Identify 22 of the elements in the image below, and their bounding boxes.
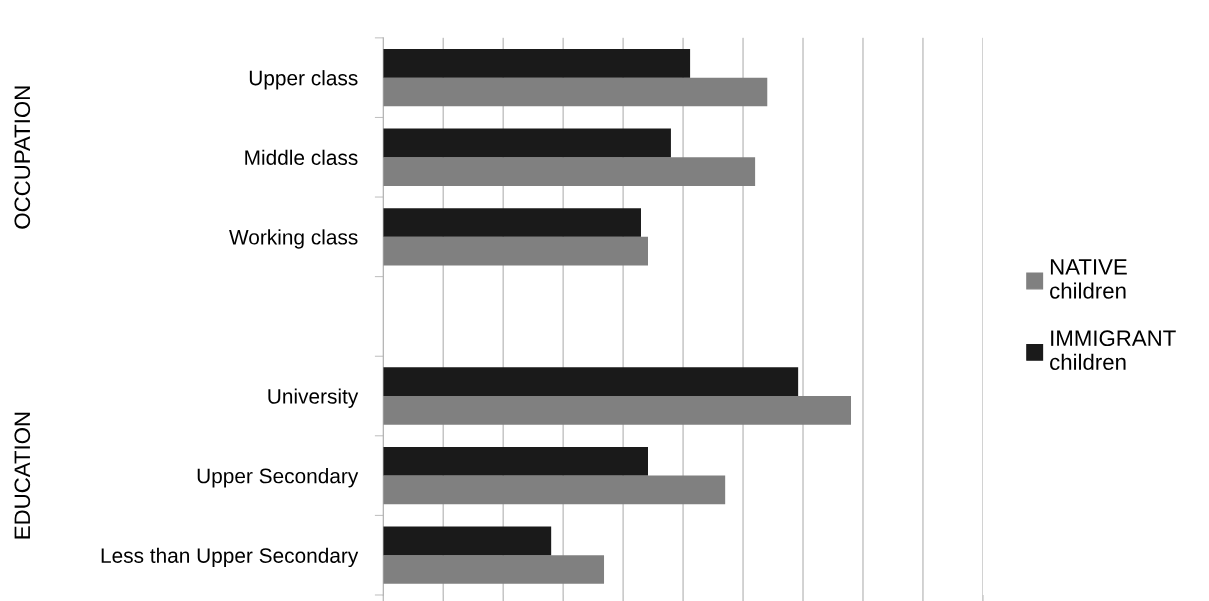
legend-label: IMMIGRANT children — [1050, 330, 1176, 371]
text: EDUCATION — [14, 412, 31, 539]
bar — [383, 446, 648, 476]
bar — [383, 49, 691, 78]
bar — [383, 555, 605, 584]
y-tick-label: Working class — [229, 229, 358, 249]
text: OCCUPATION — [14, 86, 31, 229]
bar — [383, 475, 726, 505]
bar — [383, 128, 671, 158]
y-tick-label: Less than Upper Secondary — [101, 547, 359, 568]
bar — [383, 236, 648, 266]
y-tick-label: University — [268, 388, 359, 408]
y-tick-label: Upper class — [249, 70, 358, 90]
y-tick-label: Middle class — [245, 149, 358, 165]
bar — [383, 157, 756, 186]
y-tick-label: Upper Secondary — [197, 468, 359, 488]
bar — [383, 208, 641, 237]
bar — [383, 396, 852, 425]
bar — [383, 526, 552, 556]
legend-label: NATIVE children — [1050, 259, 1127, 299]
bar — [383, 77, 768, 107]
bar — [383, 367, 799, 397]
